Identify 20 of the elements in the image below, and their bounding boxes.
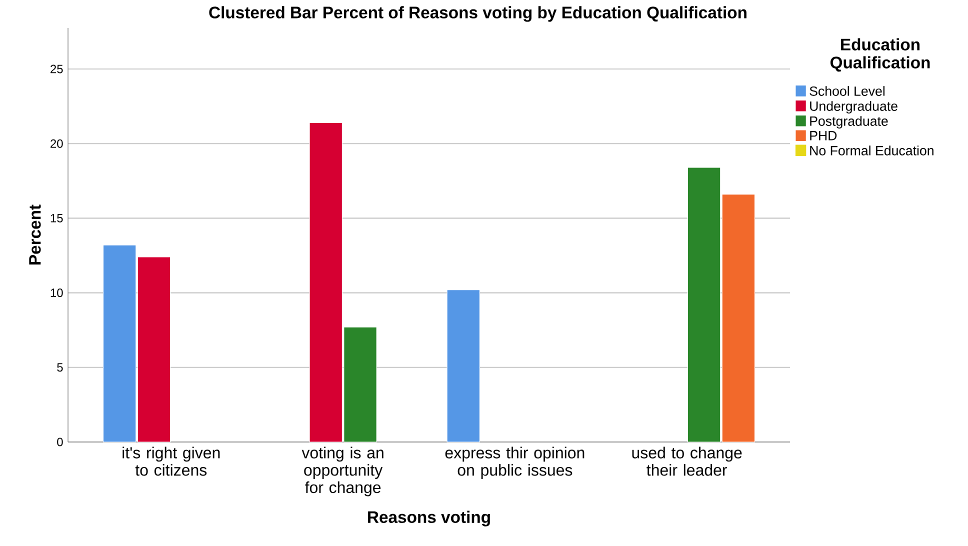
x-tick-label: voting is an opportunity for change xyxy=(302,446,384,496)
y-tick-label: 20 xyxy=(50,139,63,148)
y-axis-title: Percent xyxy=(29,204,41,264)
legend-title: Education Qualification xyxy=(830,38,930,72)
chart-title: Clustered Bar Percent of Reasons voting by Education Qualification xyxy=(209,6,746,22)
y-tick-label: 10 xyxy=(50,288,63,298)
legend-label: Undergraduate xyxy=(810,101,898,114)
y-tick-label: 25 xyxy=(50,64,63,74)
bar xyxy=(446,290,480,442)
y-tick-label: 5 xyxy=(57,363,63,372)
legend-label: No Formal Education xyxy=(810,146,934,156)
y-tick-label: 0 xyxy=(57,438,63,446)
x-tick-label: used to change their leader xyxy=(632,446,742,476)
x-axis-title: Reasons voting xyxy=(368,510,490,526)
legend-label: School Level xyxy=(810,86,885,96)
legend-label: Postgraduate xyxy=(810,116,888,128)
y-tick-label: 15 xyxy=(50,214,63,222)
x-tick-label: express thir opinion on public issues xyxy=(445,446,584,479)
legend-label: PHD xyxy=(810,131,837,140)
x-tick-label: it's right given to citizens xyxy=(122,446,220,476)
